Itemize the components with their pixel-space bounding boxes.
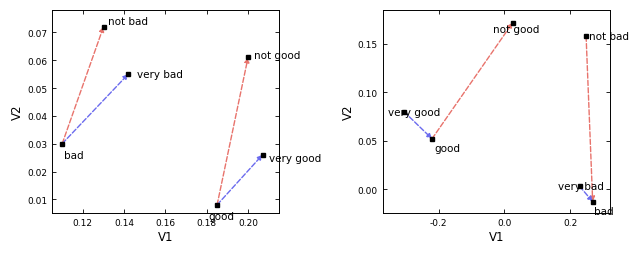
Y-axis label: V2: V2 (342, 104, 355, 120)
Text: bad: bad (595, 207, 614, 216)
Text: not bad: not bad (589, 32, 628, 42)
Text: very good: very good (269, 153, 321, 163)
Text: bad: bad (64, 150, 84, 160)
Text: very bad: very bad (558, 181, 604, 192)
Text: not good: not good (254, 51, 301, 60)
X-axis label: V1: V1 (488, 230, 504, 243)
X-axis label: V1: V1 (157, 230, 173, 243)
Text: not good: not good (493, 25, 540, 35)
Text: not bad: not bad (108, 17, 148, 27)
Text: good: good (435, 144, 461, 154)
Y-axis label: V2: V2 (11, 104, 24, 120)
Text: very bad: very bad (136, 70, 182, 80)
Text: good: good (209, 211, 235, 221)
Text: very good: very good (388, 107, 440, 117)
